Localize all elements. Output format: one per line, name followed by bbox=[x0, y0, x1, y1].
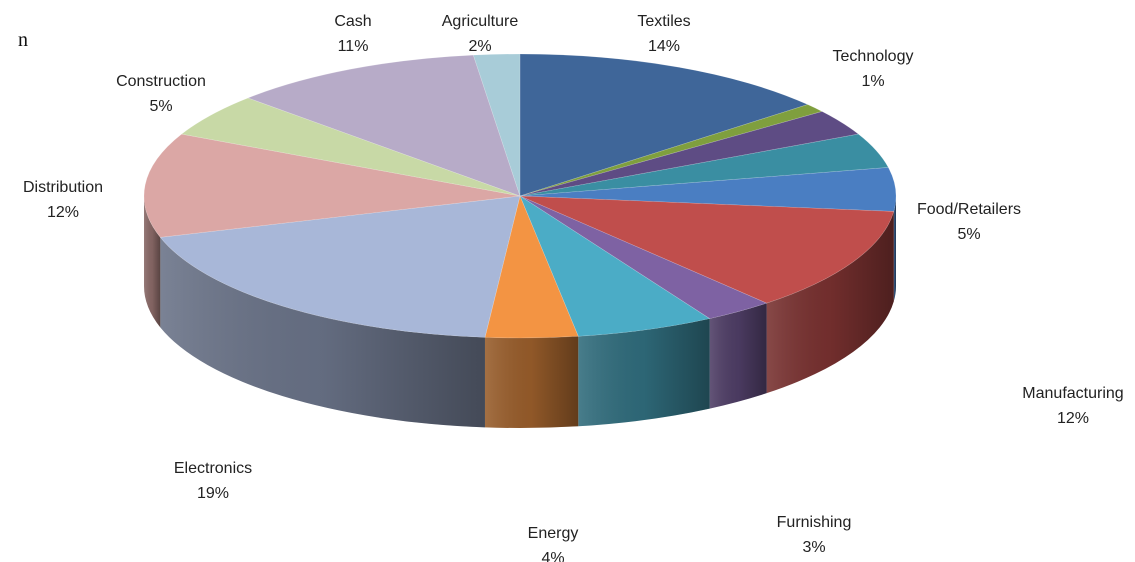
slice-value-distribution: 12% bbox=[47, 204, 79, 221]
pie-labels: Textiles 14% Technology 1% Food/Retailers 5% M… bbox=[23, 13, 1124, 562]
pie-top-slices bbox=[143, 53, 897, 339]
slice-label-furnishing: Furnishing bbox=[777, 514, 852, 531]
slice-label-energy: Energy bbox=[528, 525, 579, 542]
pie-slice-energy bbox=[484, 195, 579, 339]
slice-label-manufacturing: Manufacturing bbox=[1022, 385, 1123, 402]
slice-value-manufacturing: 12% bbox=[1057, 410, 1089, 427]
pie-slice-food-retailers bbox=[519, 167, 897, 212]
pie-slice-series-3 bbox=[519, 111, 860, 197]
pie-slice-manufacturing bbox=[519, 195, 895, 304]
slice-value-electronics: 19% bbox=[197, 485, 229, 502]
slice-label-cash: Cash bbox=[334, 13, 371, 30]
pie-slice-construction bbox=[180, 97, 521, 197]
pie-side-shade-electronics bbox=[160, 237, 485, 428]
slice-value-textiles: 14% bbox=[648, 38, 680, 55]
pie-side-shade-series-8 bbox=[578, 318, 710, 427]
pie-slice-cash bbox=[247, 54, 521, 197]
slice-label-food-retailers: Food/Retailers bbox=[917, 201, 1021, 218]
pie-slice-furnishing bbox=[519, 195, 768, 319]
pie-slice-distribution bbox=[143, 133, 521, 238]
slice-value-agriculture: 2% bbox=[468, 38, 491, 55]
slice-value-energy: 4% bbox=[541, 550, 564, 562]
pie-side-shade-furnishing bbox=[709, 303, 767, 409]
pie-side-shade-distribution bbox=[144, 196, 161, 328]
slice-value-furnishing: 3% bbox=[802, 539, 825, 556]
slice-label-agriculture: Agriculture bbox=[442, 13, 519, 30]
slice-label-technology: Technology bbox=[833, 48, 914, 65]
pie-slice-agriculture bbox=[472, 53, 521, 197]
pie-slice-technology bbox=[519, 104, 823, 197]
partial-text: n bbox=[18, 29, 28, 51]
pie-slice-electronics bbox=[159, 195, 521, 338]
slice-label-textiles: Textiles bbox=[637, 13, 690, 30]
pie-side-walls bbox=[144, 196, 896, 428]
slice-value-cash: 11% bbox=[338, 38, 369, 55]
slice-value-food-retailers: 5% bbox=[957, 226, 980, 243]
slice-label-construction: Construction bbox=[116, 73, 206, 90]
pie-side-shade-energy bbox=[484, 336, 579, 428]
pie-slice-series-8 bbox=[519, 195, 711, 337]
pie-slice-textiles bbox=[519, 53, 809, 197]
pie-side-shade-food-retailers bbox=[893, 196, 896, 302]
slice-value-construction: 5% bbox=[149, 98, 172, 115]
slice-value-technology: 1% bbox=[861, 73, 884, 90]
slice-label-distribution: Distribution bbox=[23, 179, 103, 196]
slice-label-electronics: Electronics bbox=[174, 460, 252, 477]
pie-side-shade-manufacturing bbox=[766, 211, 894, 394]
pie-slice-series-4 bbox=[519, 133, 889, 197]
